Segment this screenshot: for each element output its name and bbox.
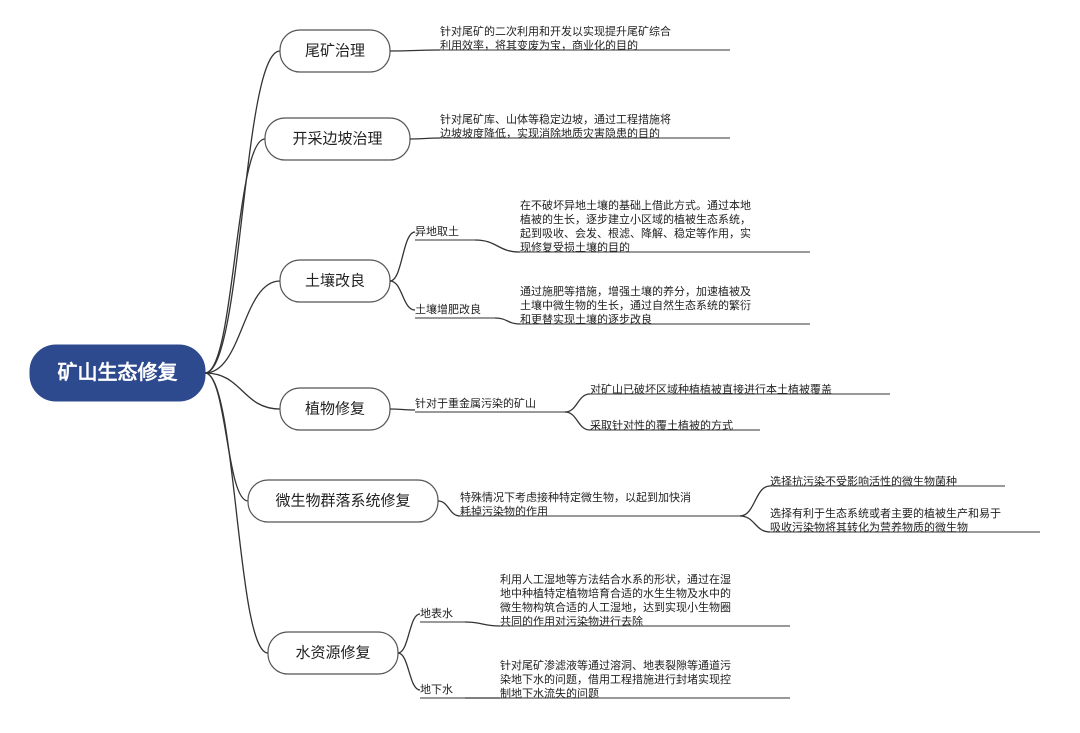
svg-text:微生物构筑合适的人工湿地，达到实现小生物圈: 微生物构筑合适的人工湿地，达到实现小生物圈 bbox=[500, 600, 731, 614]
leaf-b3-1: 通过施肥等措施，增强土壤的养分，加速植被及土壤中微生物的生长，通过自然生态系统的… bbox=[520, 284, 751, 326]
connector bbox=[398, 614, 420, 653]
sub-label-b6-0: 地表水 bbox=[420, 606, 453, 620]
svg-text:特殊情况下考虑接种特定微生物，以起到加快消: 特殊情况下考虑接种特定微生物，以起到加快消 bbox=[460, 490, 691, 504]
connector bbox=[475, 240, 520, 252]
connector bbox=[398, 653, 420, 690]
sub-label-b6-1: 地下水 bbox=[420, 683, 453, 696]
leaf-b5-1: 选择有利于生态系统或者主要的植被生产和易于吸收污染物将其转化为营养物质的微生物 bbox=[770, 506, 1001, 534]
svg-text:地中种植特定植物培育合适的水生生物及水中的: 地中种植特定植物培育合适的水生生物及水中的 bbox=[500, 586, 731, 600]
connector bbox=[565, 412, 590, 430]
svg-text:通过施肥等措施，增强土壤的养分，加速植被及: 通过施肥等措施，增强土壤的养分，加速植被及 bbox=[520, 284, 751, 298]
connector bbox=[565, 394, 590, 412]
connector bbox=[390, 50, 440, 51]
svg-text:针对尾矿库、山体等稳定边坡，通过工程措施将: 针对尾矿库、山体等稳定边坡，通过工程措施将 bbox=[440, 112, 671, 126]
branch-label-b1: 尾矿治理 bbox=[305, 43, 365, 60]
branch-label-b6: 水资源修复 bbox=[295, 644, 370, 662]
connector bbox=[465, 622, 500, 626]
svg-text:染地下水的问题，借用工程措施进行封堵实现控: 染地下水的问题，借用工程措施进行封堵实现控 bbox=[500, 672, 731, 686]
svg-text:利用人工湿地等方法结合水系的形状，通过在湿: 利用人工湿地等方法结合水系的形状，通过在湿 bbox=[500, 572, 731, 586]
connector bbox=[390, 232, 415, 281]
svg-text:在不破坏异地土壤的基础上借此方式。通过本地: 在不破坏异地土壤的基础上借此方式。通过本地 bbox=[520, 198, 751, 212]
leaf-b3-0: 在不破坏异地土壤的基础上借此方式。通过本地植被的生长，逐步建立小区域的植被生态系… bbox=[520, 198, 751, 254]
svg-text:针对尾矿渗滤液等通过溶洞、地表裂隙等通道污: 针对尾矿渗滤液等通过溶洞、地表裂隙等通道污 bbox=[500, 658, 731, 672]
connector bbox=[740, 516, 770, 532]
connector bbox=[205, 51, 280, 373]
sub-label-b3-0: 异地取土 bbox=[415, 225, 459, 238]
connector bbox=[390, 281, 415, 310]
leaf-b2-0: 针对尾矿库、山体等稳定边坡，通过工程措施将边坡坡度降低，实现消除地质灾害隐患的目… bbox=[440, 112, 671, 140]
leaf-b1-0: 针对尾矿的二次利用和开发以实现提升尾矿综合利用效率，将其变废为宝，商业化的目的 bbox=[440, 24, 671, 52]
svg-text:选择有利于生态系统或者主要的植被生产和易于: 选择有利于生态系统或者主要的植被生产和易于 bbox=[770, 506, 1001, 520]
svg-text:植被的生长，逐步建立小区域的植被生态系统，: 植被的生长，逐步建立小区域的植被生态系统， bbox=[520, 212, 751, 226]
branch-label-b2: 开采边坡治理 bbox=[292, 131, 382, 148]
mid-label-b4: 针对于重金属污染的矿山 bbox=[415, 396, 536, 410]
connector bbox=[438, 501, 460, 516]
leaf-b6-0: 利用人工湿地等方法结合水系的形状，通过在湿地中种植特定植物培育合适的水生生物及水… bbox=[500, 572, 731, 628]
mid-b5: 特殊情况下考虑接种特定微生物，以起到加快消耗掉污染物的作用 bbox=[460, 490, 691, 518]
connector bbox=[410, 138, 440, 139]
connector bbox=[495, 318, 520, 324]
connector bbox=[205, 373, 280, 409]
svg-text:起到吸收、会发、根滤、降解、稳定等作用，实: 起到吸收、会发、根滤、降解、稳定等作用，实 bbox=[520, 226, 751, 240]
connector bbox=[740, 486, 770, 516]
connector bbox=[390, 409, 415, 410]
branch-label-b5: 微生物群落系统修复 bbox=[275, 492, 410, 510]
leaf-b6-1: 针对尾矿渗滤液等通过溶洞、地表裂隙等通道污染地下水的问题，借用工程措施进行封堵实… bbox=[500, 658, 731, 700]
root-label: 矿山生态修复 bbox=[58, 360, 179, 384]
branch-label-b3: 土壤改良 bbox=[305, 272, 365, 290]
sub-label-b3-1: 土壤增肥改良 bbox=[415, 302, 481, 316]
svg-text:土壤中微生物的生长，通过自然生态系统的繁衍: 土壤中微生物的生长，通过自然生态系统的繁衍 bbox=[520, 298, 751, 312]
branch-label-b4: 植物修复 bbox=[305, 400, 365, 418]
connector bbox=[205, 139, 265, 373]
svg-text:针对尾矿的二次利用和开发以实现提升尾矿综合: 针对尾矿的二次利用和开发以实现提升尾矿综合 bbox=[440, 24, 671, 38]
